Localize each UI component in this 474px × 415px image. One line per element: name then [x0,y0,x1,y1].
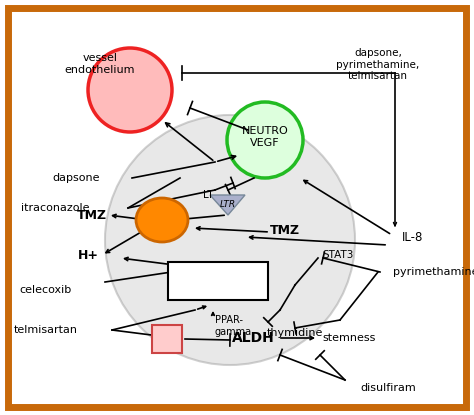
Text: stemness: stemness [322,333,375,343]
Text: H+: H+ [78,249,99,261]
Ellipse shape [136,198,188,242]
FancyBboxPatch shape [152,325,182,353]
FancyBboxPatch shape [168,262,268,300]
Text: TMZ: TMZ [270,224,300,237]
Text: TMZ: TMZ [77,208,107,222]
Text: NEUTRO
VEGF: NEUTRO VEGF [242,126,288,148]
Circle shape [88,48,172,132]
Text: dapsone,
pyrimethamine,
telmisartan: dapsone, pyrimethamine, telmisartan [337,48,419,81]
Text: telmisartan: telmisartan [14,325,78,335]
Text: LT: LT [203,190,213,200]
Text: P-gp: P-gp [149,216,175,226]
Text: STAT3: STAT3 [322,250,354,260]
Text: dapsone: dapsone [53,173,100,183]
Text: ALDH: ALDH [232,331,274,345]
Text: GB CELL: GB CELL [189,271,247,285]
Text: pyrimethamine: pyrimethamine [393,267,474,277]
Circle shape [105,115,355,365]
Text: PPAR-
gamma: PPAR- gamma [215,315,252,337]
Text: LTR: LTR [220,200,236,208]
Text: IL-8: IL-8 [402,230,423,244]
Text: thymidine: thymidine [267,328,323,338]
Text: disulfiram: disulfiram [360,383,416,393]
Text: vessel
endothelium: vessel endothelium [65,53,135,75]
Text: celecoxib: celecoxib [20,285,72,295]
Polygon shape [210,195,245,215]
Text: H+: H+ [190,264,210,276]
Text: AR: AR [159,334,175,344]
Circle shape [227,102,303,178]
Text: itraconazole: itraconazole [21,203,90,213]
